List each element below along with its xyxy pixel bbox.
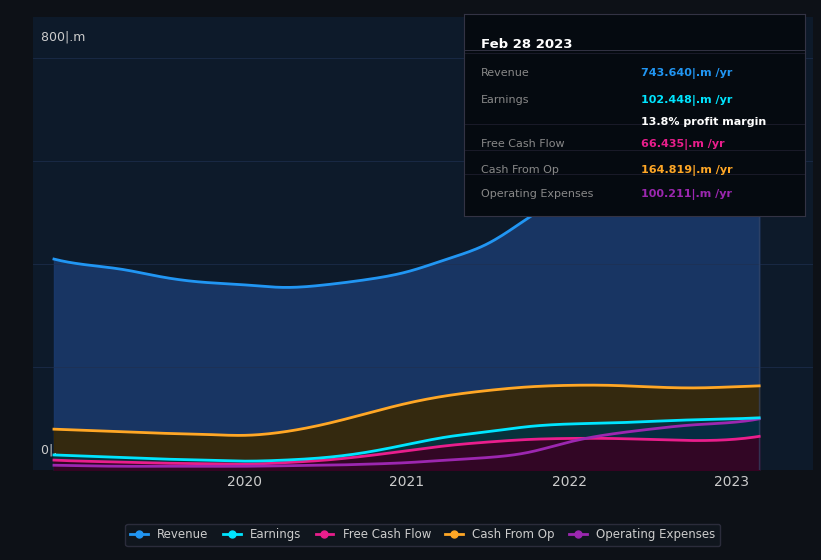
Text: 102.448|​.​m /yr: 102.448|​.​m /yr (641, 95, 732, 106)
Text: 100.211|​.​m /yr: 100.211|​.​m /yr (641, 189, 732, 200)
Legend: Revenue, Earnings, Free Cash Flow, Cash From Op, Operating Expenses: Revenue, Earnings, Free Cash Flow, Cash … (126, 524, 720, 546)
Text: 66.435|​.​m /yr: 66.435|​.​m /yr (641, 139, 725, 150)
Text: 0|.​: 0|.​ (41, 444, 57, 457)
Text: Revenue: Revenue (481, 68, 530, 78)
Text: 13.8% profit margin: 13.8% profit margin (641, 117, 766, 127)
Text: Cash From Op: Cash From Op (481, 165, 559, 175)
Text: 800|.​m: 800|.​m (41, 30, 85, 44)
Text: 743.640|​.​m /yr: 743.640|​.​m /yr (641, 68, 732, 80)
Text: Free Cash Flow: Free Cash Flow (481, 139, 565, 149)
Text: Operating Expenses: Operating Expenses (481, 189, 594, 199)
Text: Earnings: Earnings (481, 95, 530, 105)
Text: 164.819|​.​m /yr: 164.819|​.​m /yr (641, 165, 732, 176)
Text: Feb 28 2023: Feb 28 2023 (481, 38, 572, 51)
